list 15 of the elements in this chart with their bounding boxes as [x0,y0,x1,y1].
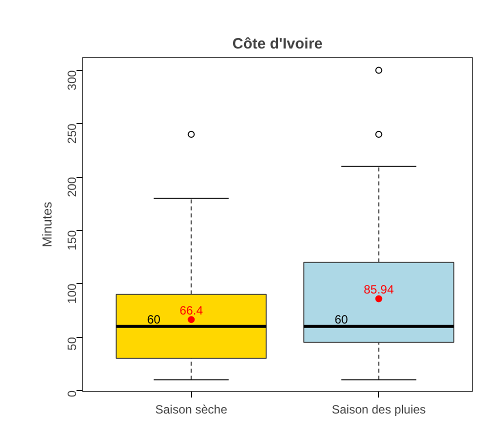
x-tick-label: Saison sèche [155,402,228,416]
y-tick-label: 0 [65,390,79,398]
y-tick-label: 200 [65,176,79,198]
y-tick-label: 300 [65,70,79,90]
data-label: 66.4 [180,304,204,318]
annotation: 60 [334,312,348,326]
y-tick-label: 150 [65,230,79,250]
chart-title: Côte d'Ivoire [232,36,323,52]
y-tick-label: 250 [65,123,79,144]
annotation: 60 [147,312,161,326]
y-tick-label: 50 [65,336,79,350]
data-label: 85.94 [364,282,394,297]
y-axis-title: Minutes [40,201,54,248]
y-tick-label: 100 [65,283,79,304]
x-tick-label: Saison des pluies [332,402,426,416]
